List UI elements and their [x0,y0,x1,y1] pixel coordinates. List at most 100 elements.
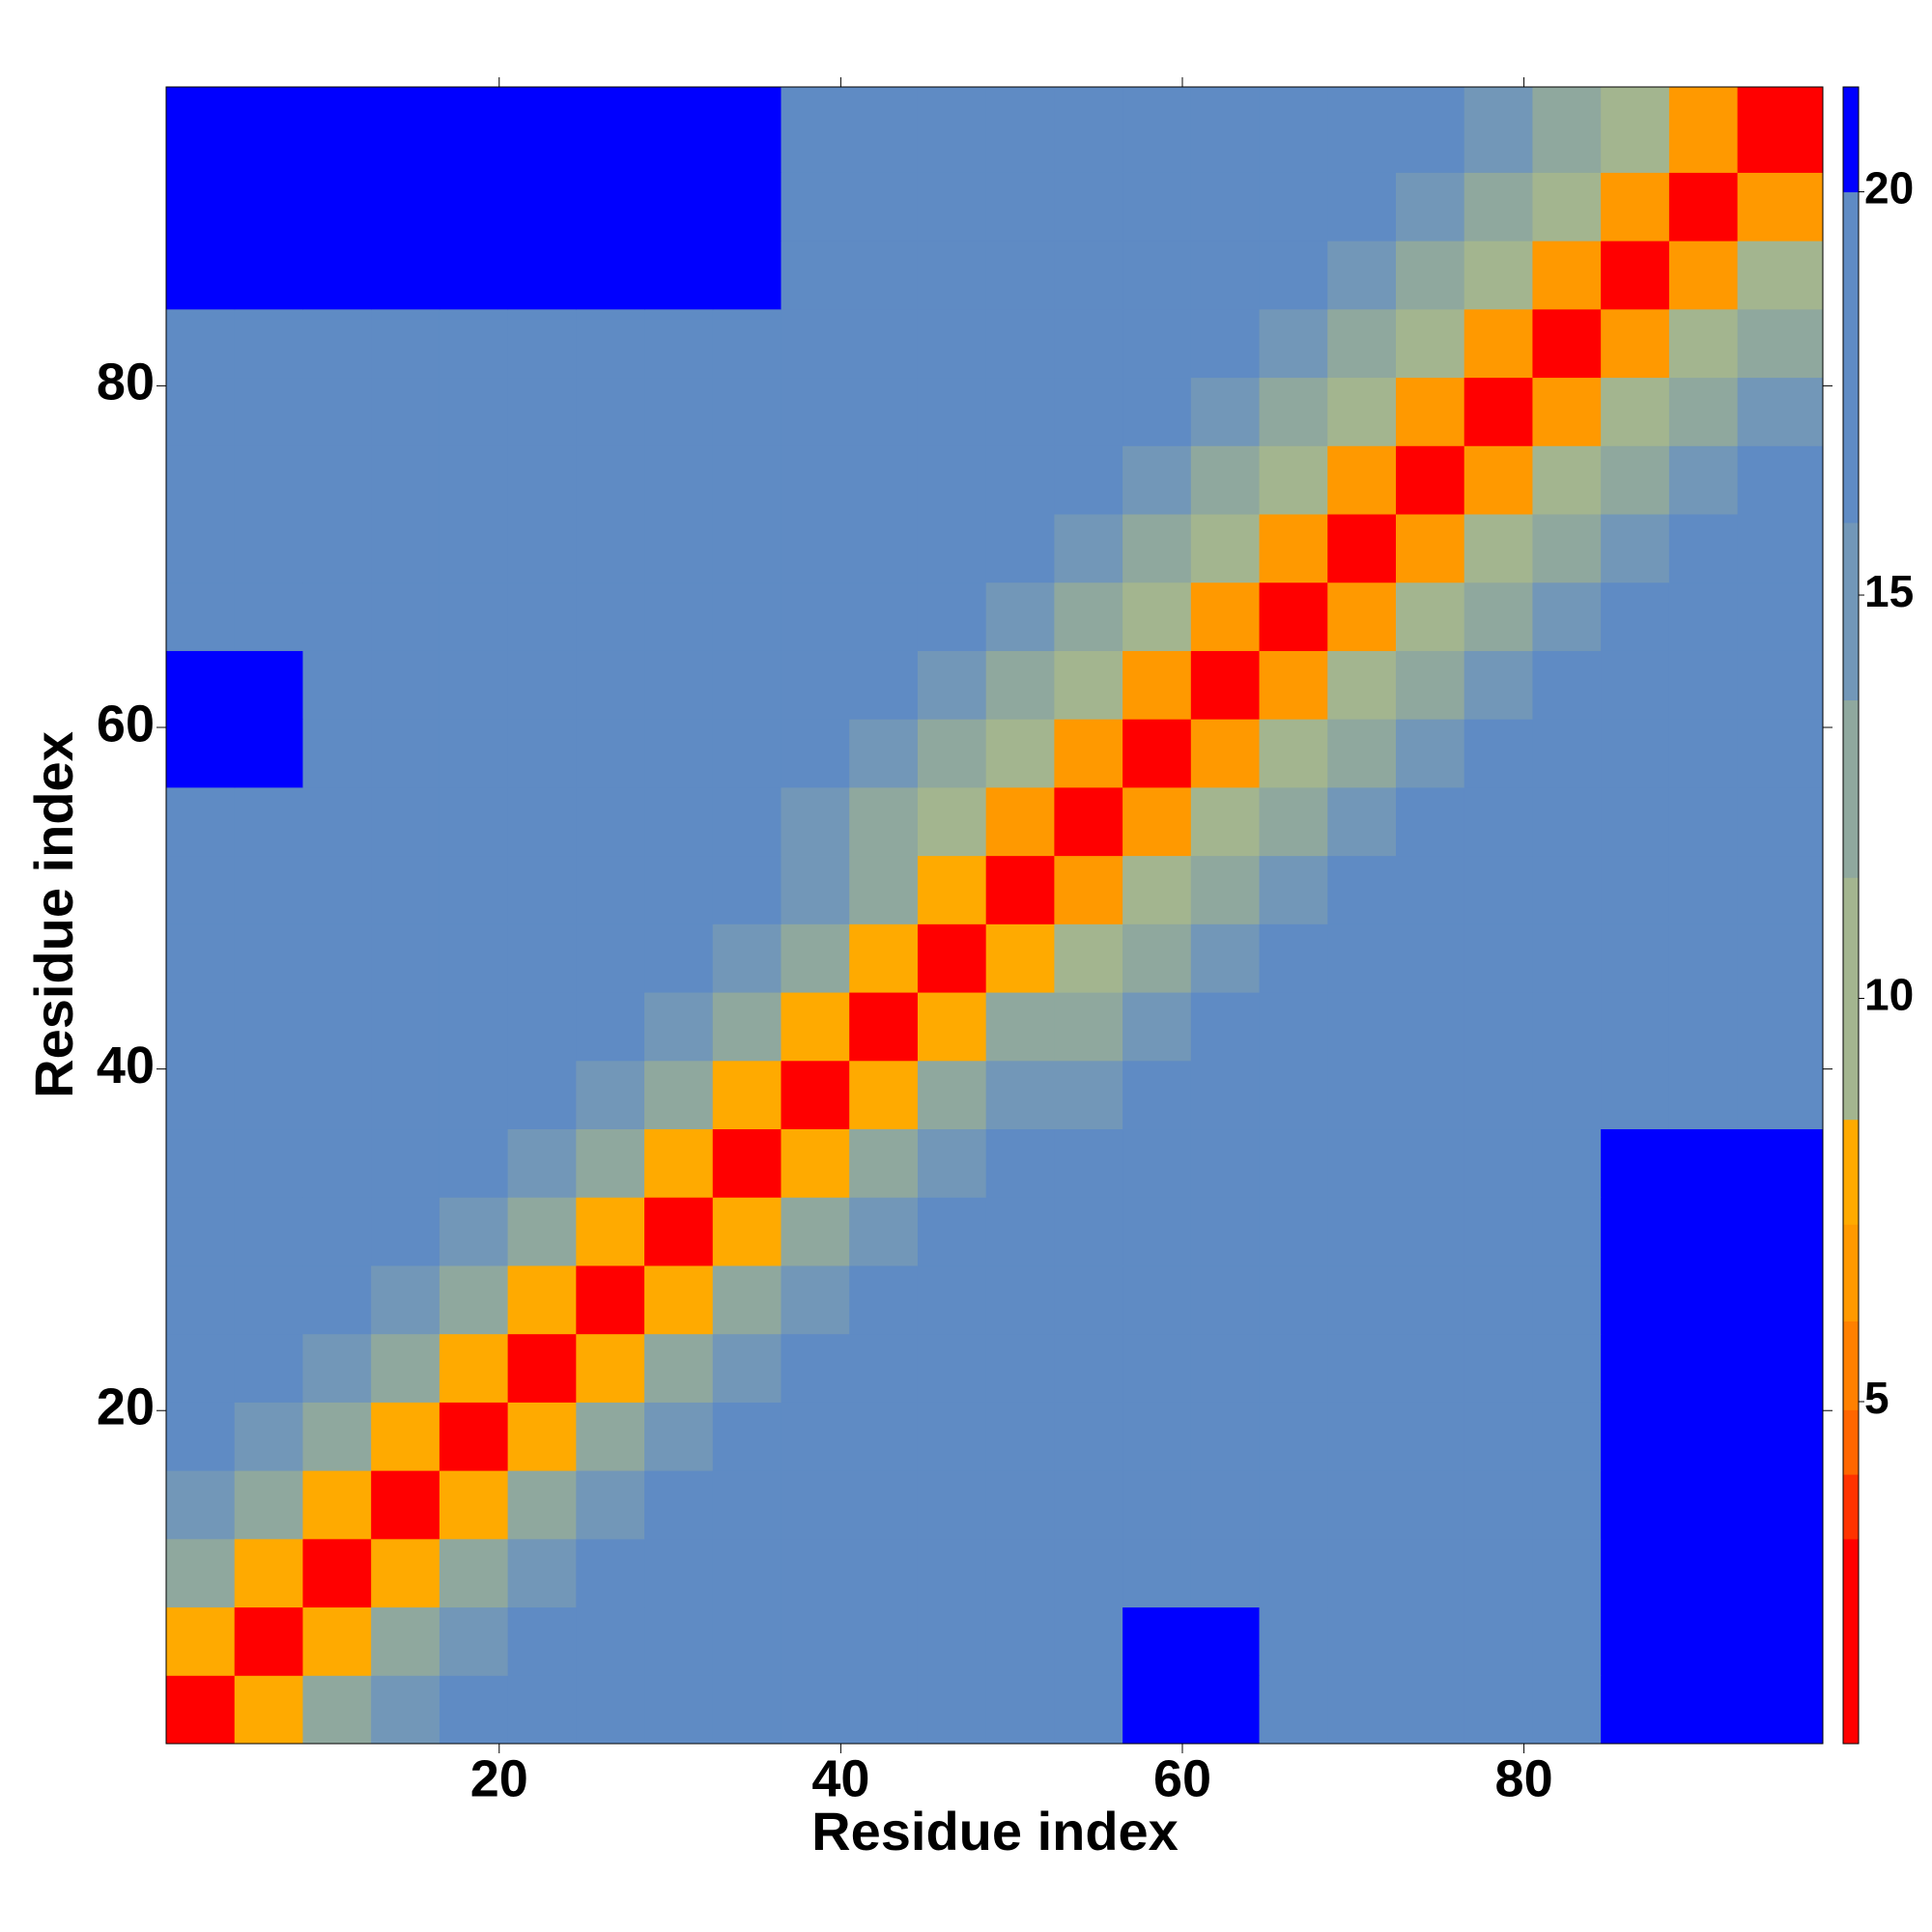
heatmap-cell [985,377,1055,446]
heatmap-cell [712,1402,781,1471]
heatmap-cell [781,855,850,924]
heatmap-cell [1327,87,1397,173]
heatmap-cell [1190,992,1261,1062]
heatmap-cell [1737,1538,1824,1608]
heatmap-cell [917,1606,987,1676]
heatmap-cell [439,1402,509,1471]
heatmap-cell [1054,923,1123,993]
heatmap-cell [1395,1060,1465,1130]
heatmap-cell [781,1264,850,1335]
heatmap-cell [1395,1402,1465,1471]
heatmap-cell [1668,650,1739,720]
heatmap-cell [1259,514,1328,583]
heatmap-cell [166,445,236,515]
heatmap-cell [1737,1402,1824,1471]
heatmap-cell [1190,308,1261,379]
heatmap-cell [1190,1128,1261,1198]
heatmap-cell [1259,1333,1328,1403]
heatmap-cell [1190,172,1261,242]
heatmap-cell [1668,514,1739,583]
heatmap-cell [985,87,1055,173]
heatmap-cell [1601,514,1670,583]
heatmap-cell [1601,1606,1670,1676]
heatmap-cell [1122,241,1192,310]
heatmap-cell [234,719,303,788]
heatmap-cell [439,1333,509,1403]
x-tick-label: 60 [1153,1749,1211,1807]
heatmap-cell [507,1060,577,1130]
heatmap-cell [985,719,1055,788]
heatmap-cell [1395,514,1465,583]
heatmap-cell [712,1606,781,1676]
heatmap-cell [302,377,372,446]
heatmap-cell [1190,377,1261,446]
heatmap-cell [1054,1333,1123,1403]
heatmap-cell [712,445,781,515]
heatmap-cell [1601,650,1670,720]
heatmap-cell [371,1333,440,1403]
heatmap-cell [1259,241,1328,310]
y-tick-label: 80 [97,354,155,412]
heatmap-cell [1532,1402,1602,1471]
heatmap-cell [234,1333,303,1403]
heatmap-cell [917,923,987,993]
heatmap-cell [1668,1606,1739,1676]
heatmap-cell [234,582,303,651]
heatmap-cell [1054,241,1123,310]
heatmap-cell [302,514,372,583]
heatmap-cell [917,1264,987,1335]
heatmap-cell [849,1128,919,1198]
heatmap-cell [1259,308,1328,379]
heatmap-cell [507,514,577,583]
heatmap-cell [1532,1675,1602,1745]
heatmap-cell [644,855,714,924]
heatmap-cell [712,1060,781,1130]
heatmap-cell [576,582,645,651]
heatmap-cell [1327,1606,1397,1676]
heatmap-cell [985,172,1055,242]
heatmap-cell [1737,582,1824,651]
heatmap-cell [439,1675,509,1745]
heatmap-cell [1054,1060,1123,1130]
heatmap-cell [849,582,919,651]
heatmap-cell [1737,923,1824,993]
heatmap-cell [576,1470,645,1540]
heatmap-cell [712,582,781,651]
heatmap-cell [712,1675,781,1745]
heatmap-cell [644,1197,714,1266]
heatmap-cell [1463,1538,1533,1608]
heatmap-cell [849,923,919,993]
heatmap-cell [1122,1060,1192,1130]
heatmap-cell [234,1197,303,1266]
heatmap-cell [1601,923,1670,993]
heatmap-cell [1601,855,1670,924]
heatmap-cell [1668,1538,1739,1608]
heatmap-cell [1463,87,1533,173]
heatmap-cell [1395,1538,1465,1608]
heatmap-cell [1668,1675,1739,1745]
heatmap-cell [781,582,850,651]
heatmap-cell [1463,1402,1533,1471]
heatmap-cell [849,1264,919,1335]
heatmap-cell [1668,1333,1739,1403]
heatmap-cell [507,377,577,446]
heatmap-cell [1737,855,1824,924]
heatmap-cell [234,1264,303,1335]
heatmap-cell [166,241,236,310]
heatmap-cell [1122,1675,1192,1745]
heatmap-cell [1532,992,1602,1062]
heatmap-cell [371,87,440,173]
heatmap-cell [1395,308,1465,379]
heatmap-cell [371,992,440,1062]
heatmap-cell [1395,87,1465,173]
heatmap-cell [166,650,236,720]
heatmap-cell [917,719,987,788]
heatmap-cell [439,786,509,857]
heatmap-cell [1122,582,1192,651]
heatmap-cell [1259,1675,1328,1745]
heatmap-cell [1190,582,1261,651]
heatmap-cell [1054,1470,1123,1540]
heatmap-cell [1054,445,1123,515]
heatmap-cell [1737,1128,1824,1198]
heatmap-cell [712,87,781,173]
